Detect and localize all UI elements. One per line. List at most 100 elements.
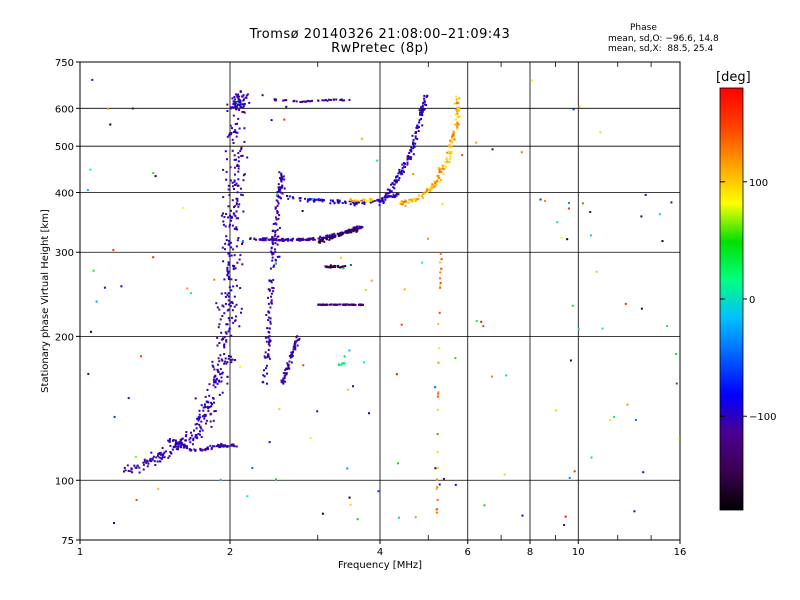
data-point (356, 228, 359, 231)
data-point (397, 462, 399, 465)
data-point (267, 343, 270, 346)
data-point (421, 261, 424, 264)
data-point (169, 451, 172, 454)
data-point (370, 279, 373, 282)
x-tick-label: 10 (572, 547, 585, 558)
data-point (285, 99, 288, 102)
data-point (439, 282, 442, 285)
data-point (437, 361, 440, 364)
data-point (181, 437, 184, 440)
data-point (212, 365, 215, 368)
data-point (349, 203, 352, 206)
data-point (109, 123, 112, 126)
data-point (130, 468, 133, 471)
data-point (216, 382, 219, 385)
data-point (293, 343, 296, 346)
data-point (418, 109, 421, 112)
data-point (378, 204, 381, 207)
data-point (222, 223, 225, 226)
data-point (231, 443, 234, 446)
data-point (348, 228, 351, 231)
data-point (440, 258, 443, 261)
data-point (235, 217, 238, 220)
data-point (237, 160, 240, 163)
data-point (229, 166, 232, 169)
data-point (237, 170, 240, 173)
data-point (440, 168, 443, 171)
data-point (236, 122, 239, 125)
data-point (224, 248, 226, 251)
data-point (113, 415, 116, 418)
data-point (229, 305, 232, 308)
data-point (219, 318, 222, 321)
data-point (403, 200, 406, 203)
data-point (278, 171, 281, 174)
data-point (131, 471, 134, 474)
data-point (425, 104, 427, 106)
data-point (226, 382, 229, 385)
data-point (142, 461, 145, 464)
data-point (210, 448, 213, 451)
data-point (226, 135, 229, 138)
data-point (203, 413, 206, 416)
data-point (200, 436, 203, 438)
data-point (222, 212, 224, 215)
data-point (386, 192, 389, 195)
data-point (403, 170, 405, 173)
data-point (242, 174, 245, 177)
data-point (236, 107, 239, 110)
data-point (393, 187, 396, 190)
data-point (274, 216, 277, 219)
data-point (442, 172, 445, 175)
data-point (234, 123, 237, 126)
data-point (230, 278, 233, 281)
data-point (241, 154, 244, 157)
data-point (220, 331, 223, 334)
data-point (426, 188, 429, 191)
data-point (280, 173, 283, 176)
data-point (233, 102, 236, 105)
data-point (92, 269, 95, 272)
data-point (337, 232, 340, 235)
data-point (264, 336, 267, 339)
data-point (228, 303, 230, 306)
data-point (296, 344, 299, 347)
data-point (321, 99, 324, 102)
data-point (274, 233, 277, 236)
data-point (235, 445, 238, 448)
data-point (287, 366, 290, 368)
data-point (263, 238, 266, 241)
data-point (408, 156, 411, 159)
data-point (227, 292, 230, 295)
data-point (233, 227, 236, 230)
data-point (218, 379, 220, 382)
data-point (299, 237, 301, 240)
data-point (319, 239, 322, 241)
data-point (219, 354, 222, 357)
data-point (276, 195, 279, 198)
data-point (423, 100, 426, 103)
data-point (414, 142, 417, 145)
data-point (241, 243, 243, 246)
data-point (175, 442, 177, 444)
data-point (404, 199, 407, 202)
data-point (566, 238, 569, 241)
data-point (225, 178, 228, 181)
data-point (270, 302, 273, 305)
data-point (438, 174, 441, 177)
data-point (357, 201, 360, 204)
data-point (91, 78, 94, 81)
data-point (400, 323, 403, 326)
data-point (231, 149, 234, 152)
data-point (214, 381, 217, 384)
data-point (276, 243, 279, 246)
data-point (319, 241, 321, 244)
data-point (138, 466, 141, 469)
data-point (152, 172, 155, 174)
data-point (420, 117, 423, 120)
data-point (228, 194, 231, 196)
data-point (454, 113, 457, 116)
data-point (369, 201, 372, 204)
data-point (434, 185, 436, 188)
data-point (414, 132, 417, 134)
